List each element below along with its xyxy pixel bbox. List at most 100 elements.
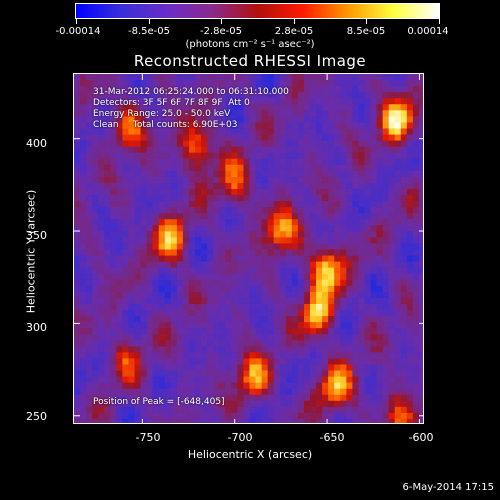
image-pixel <box>255 261 263 269</box>
image-pixel <box>261 316 269 323</box>
image-pixel <box>273 152 281 160</box>
image-pixel <box>328 328 335 335</box>
image-pixel <box>291 382 299 390</box>
image-pixel <box>243 328 250 335</box>
image-pixel <box>394 86 402 93</box>
image-pixel <box>370 213 378 220</box>
image-pixel <box>388 352 396 359</box>
image-pixel <box>170 213 178 220</box>
image-pixel <box>116 140 123 148</box>
image-pixel <box>297 370 305 378</box>
image-pixel <box>231 310 238 317</box>
image-pixel <box>201 334 208 341</box>
image-pixel <box>207 110 214 117</box>
image-pixel <box>370 370 378 378</box>
image-pixel <box>164 104 172 111</box>
image-pixel <box>334 279 341 287</box>
image-pixel <box>158 116 166 123</box>
image-pixel <box>388 400 396 408</box>
image-pixel <box>364 225 372 232</box>
image-pixel <box>418 188 423 196</box>
image-pixel <box>261 297 269 305</box>
image-pixel <box>195 376 202 384</box>
image-pixel <box>376 388 384 396</box>
image-pixel <box>291 116 299 123</box>
image-pixel <box>406 249 414 257</box>
image-pixel <box>418 340 423 347</box>
image-pixel <box>195 164 202 172</box>
image-pixel <box>406 146 414 154</box>
image-pixel <box>176 322 184 329</box>
image-pixel <box>170 158 178 166</box>
image-pixel <box>110 98 117 105</box>
image-pixel <box>376 297 384 305</box>
image-pixel <box>340 346 347 353</box>
image-pixel <box>340 291 347 299</box>
image-pixel <box>219 303 226 311</box>
image-pixel <box>86 104 93 111</box>
image-pixel <box>297 176 305 184</box>
image-pixel <box>249 104 257 111</box>
image-pixel <box>406 346 414 353</box>
image-pixel <box>164 80 172 87</box>
image-pixel <box>176 394 184 402</box>
image-pixel <box>376 412 384 420</box>
image-pixel <box>92 316 99 323</box>
image-pixel <box>261 291 269 299</box>
image-pixel <box>231 370 238 378</box>
image-pixel <box>152 322 160 329</box>
image-pixel <box>358 285 365 293</box>
image-pixel <box>225 412 232 420</box>
image-pixel <box>273 310 281 317</box>
image-pixel <box>297 146 305 154</box>
image-pixel <box>346 279 353 287</box>
image-pixel <box>297 158 305 166</box>
image-pixel <box>219 213 226 220</box>
image-pixel <box>146 394 154 402</box>
image-pixel <box>316 346 323 353</box>
image-pixel <box>340 122 347 129</box>
image-pixel <box>364 231 372 238</box>
image-pixel <box>158 334 166 341</box>
image-pixel <box>92 122 99 129</box>
image-pixel <box>394 412 402 420</box>
image-pixel <box>322 80 329 87</box>
image-pixel <box>358 110 365 117</box>
image-pixel <box>418 370 423 378</box>
image-pixel <box>104 152 111 160</box>
image-pixel <box>279 86 287 93</box>
image-pixel <box>207 98 214 105</box>
image-pixel <box>86 134 93 142</box>
image-pixel <box>146 80 154 87</box>
image-pixel <box>303 370 311 378</box>
image-pixel <box>92 394 99 402</box>
image-pixel <box>80 170 87 178</box>
image-pixel <box>279 80 287 87</box>
image-pixel <box>182 140 190 148</box>
image-pixel <box>322 388 329 396</box>
image-pixel <box>261 376 269 384</box>
image-pixel <box>322 328 329 335</box>
image-pixel <box>116 243 123 250</box>
image-pixel <box>412 316 420 323</box>
image-pixel <box>358 394 365 402</box>
image-pixel <box>334 164 341 172</box>
image-pixel <box>201 267 208 275</box>
image-pixel <box>176 255 184 263</box>
image-pixel <box>152 164 160 172</box>
image-pixel <box>340 364 347 372</box>
image-pixel <box>346 140 353 148</box>
image-pixel <box>86 297 93 305</box>
image-pixel <box>297 128 305 136</box>
image-pixel <box>328 158 335 166</box>
image-pixel <box>152 358 160 365</box>
image-pixel <box>74 225 81 232</box>
image-pixel <box>116 74 123 81</box>
image-pixel <box>303 134 311 142</box>
image-pixel <box>406 74 414 81</box>
image-pixel <box>213 134 220 142</box>
image-pixel <box>243 152 250 160</box>
image-pixel <box>352 364 359 372</box>
image-pixel <box>219 231 226 238</box>
image-pixel <box>219 291 226 299</box>
